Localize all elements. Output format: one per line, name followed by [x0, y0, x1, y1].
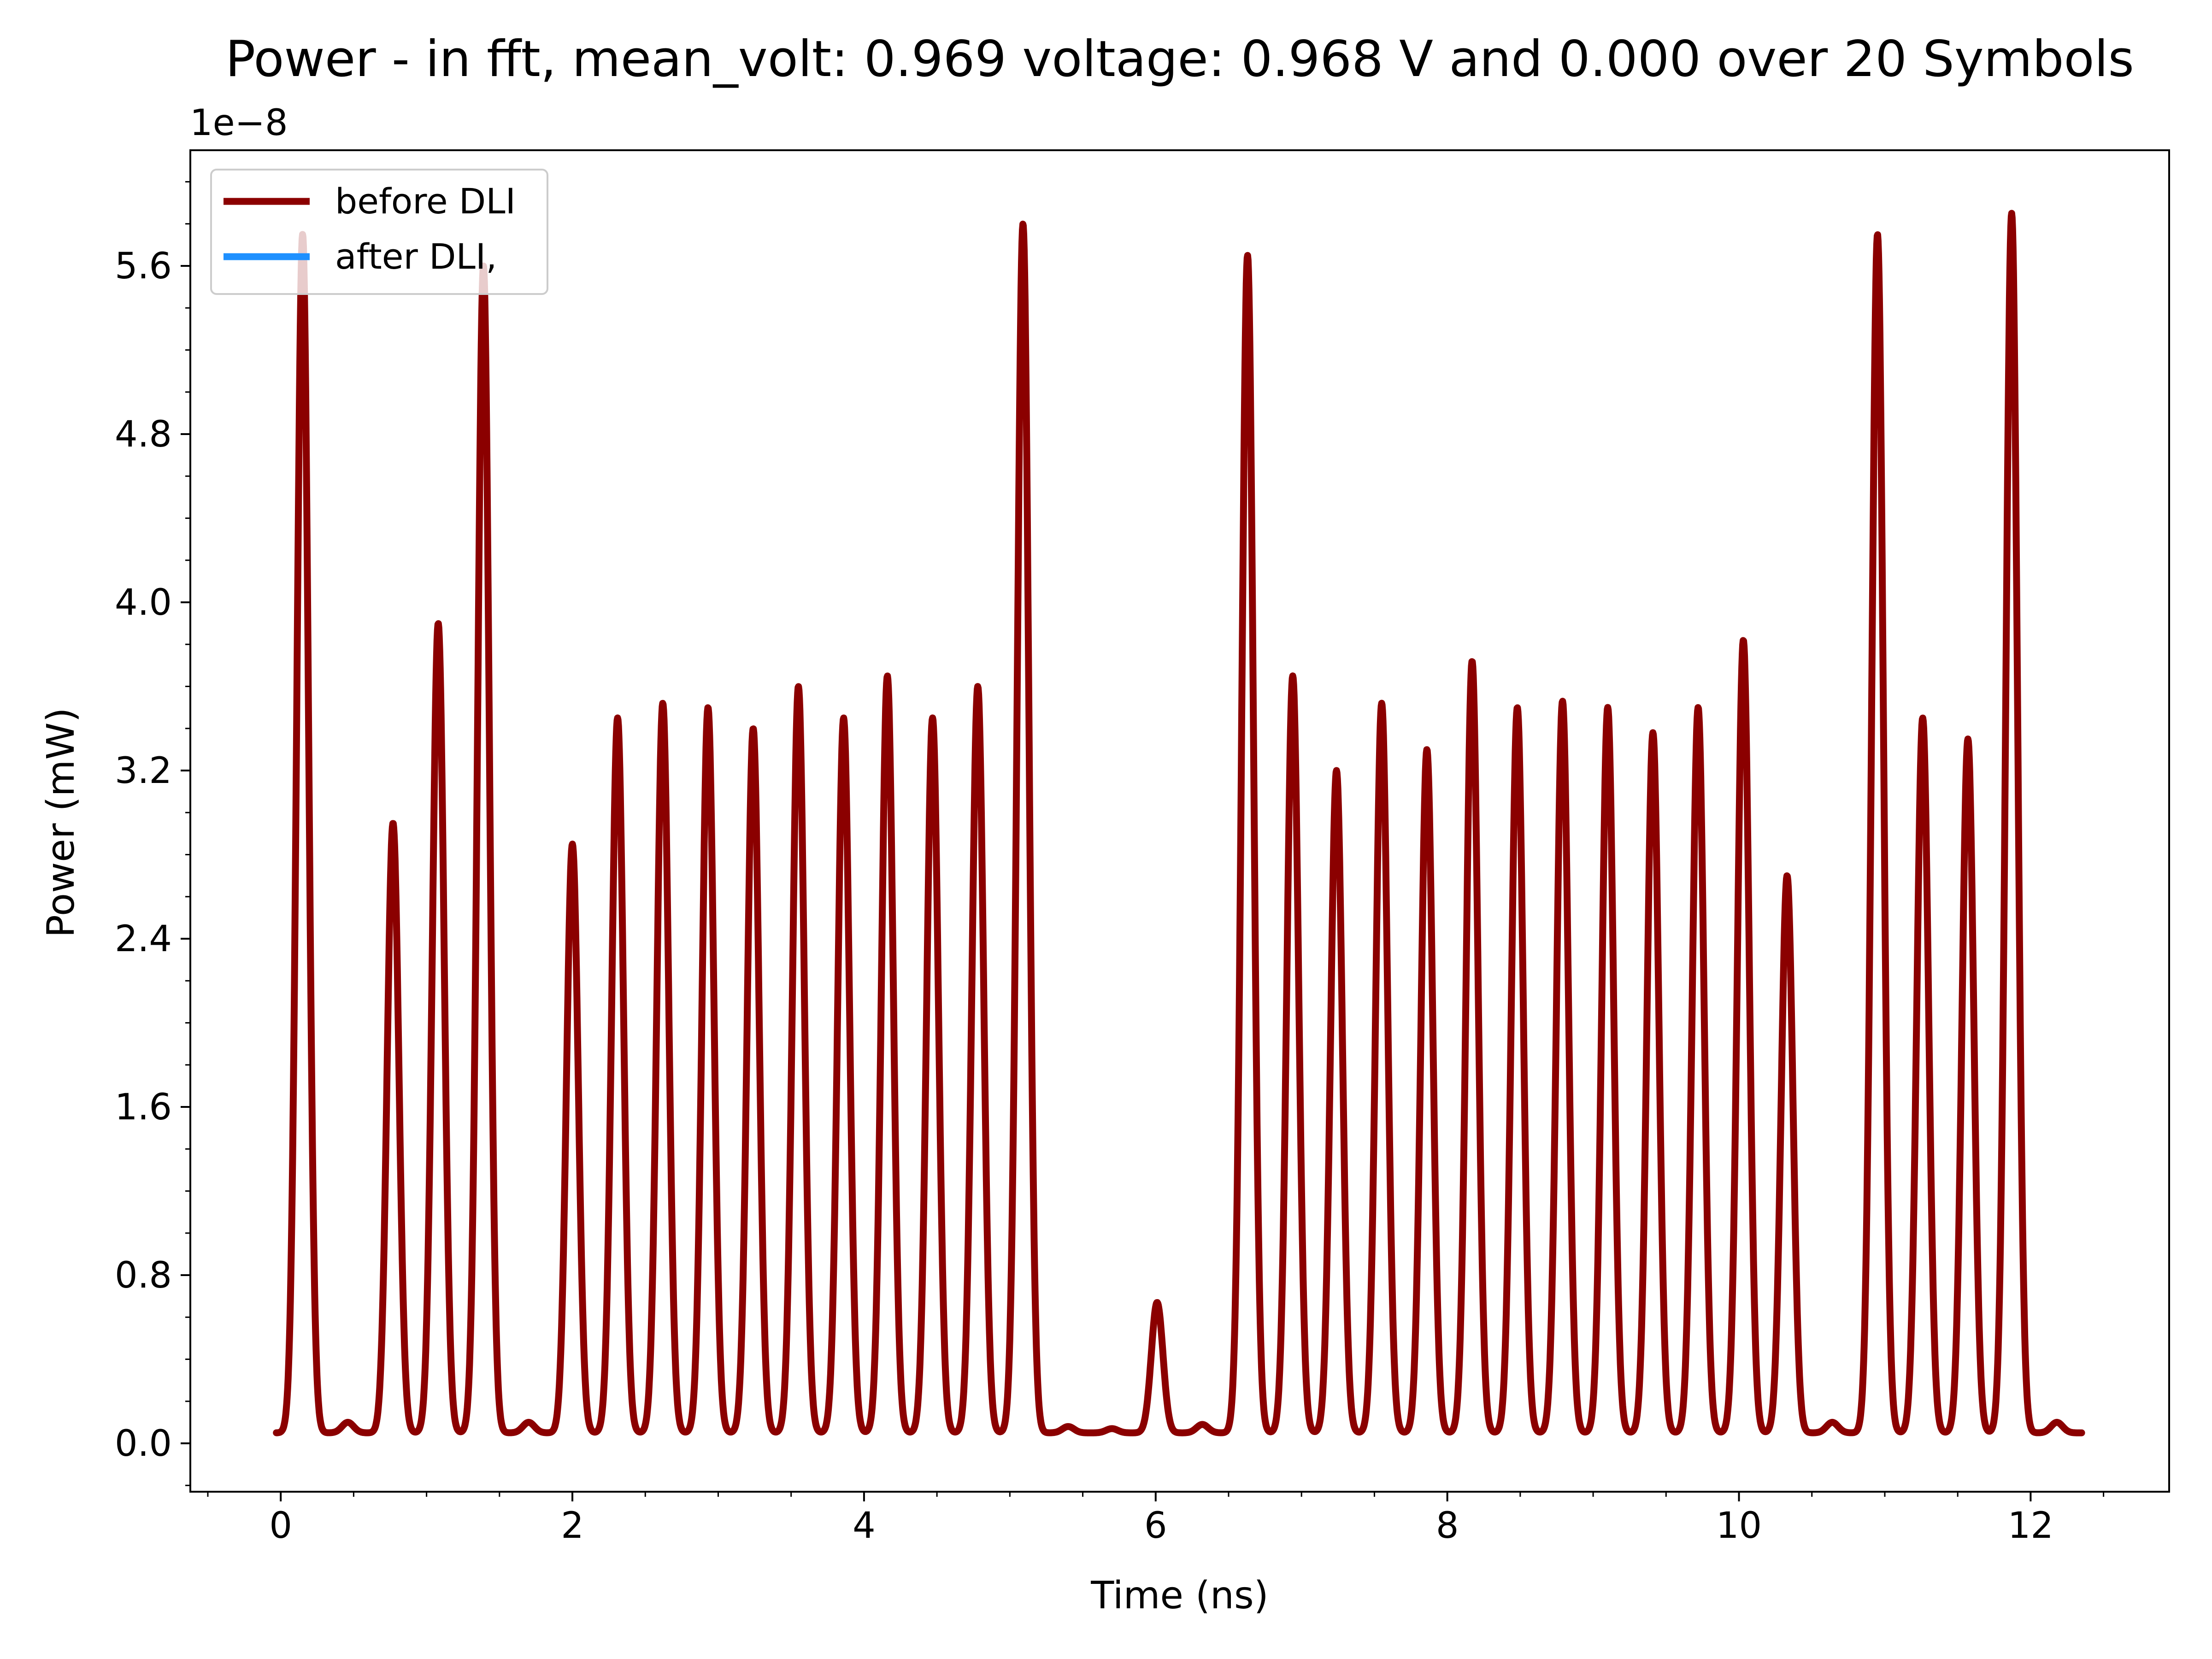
x-tick-label: 2	[561, 1505, 584, 1547]
x-tick-label: 0	[269, 1505, 292, 1547]
plot-area	[190, 150, 2169, 1492]
y-tick-label: 4.0	[115, 582, 172, 624]
series-layer	[273, 210, 2085, 1436]
y-tick-label: 0.8	[115, 1255, 172, 1296]
x-tick-label: 4	[853, 1505, 876, 1547]
legend: before DLI after DLI,	[210, 169, 548, 295]
legend-label-1: after DLI,	[335, 236, 497, 277]
plot-background	[190, 150, 2169, 1492]
y-axis-label: Power (mW)	[39, 708, 83, 938]
y-tick-label: 4.8	[115, 414, 172, 455]
legend-label-0: before DLI	[335, 181, 516, 222]
x-tick-label: 10	[1716, 1505, 1762, 1547]
x-tick-label: 6	[1144, 1505, 1167, 1547]
plot-frame	[189, 149, 2170, 1493]
axes-layer: 0 2 4 6 8 10 12 0.0 0.8 1.6 2.4 3.2 4.0 4.8 5.6	[115, 149, 2170, 1547]
series-line-0	[273, 210, 2085, 1436]
y-tick-label: 2.4	[115, 918, 172, 960]
y-axis-offset-text: 1e−8	[190, 102, 288, 144]
y-tick-label: 1.6	[115, 1087, 172, 1128]
chart-title: Power - in fft, mean_volt: 0.969 voltage…	[225, 30, 2134, 88]
x-tick-label: 12	[2008, 1505, 2053, 1547]
x-axis-label: Time (ns)	[1090, 1574, 1268, 1618]
y-tick-label: 5.6	[115, 246, 172, 287]
y-tick-label: 3.2	[115, 750, 172, 792]
y-tick-label: 0.0	[115, 1423, 172, 1465]
x-tick-label: 8	[1436, 1505, 1459, 1547]
